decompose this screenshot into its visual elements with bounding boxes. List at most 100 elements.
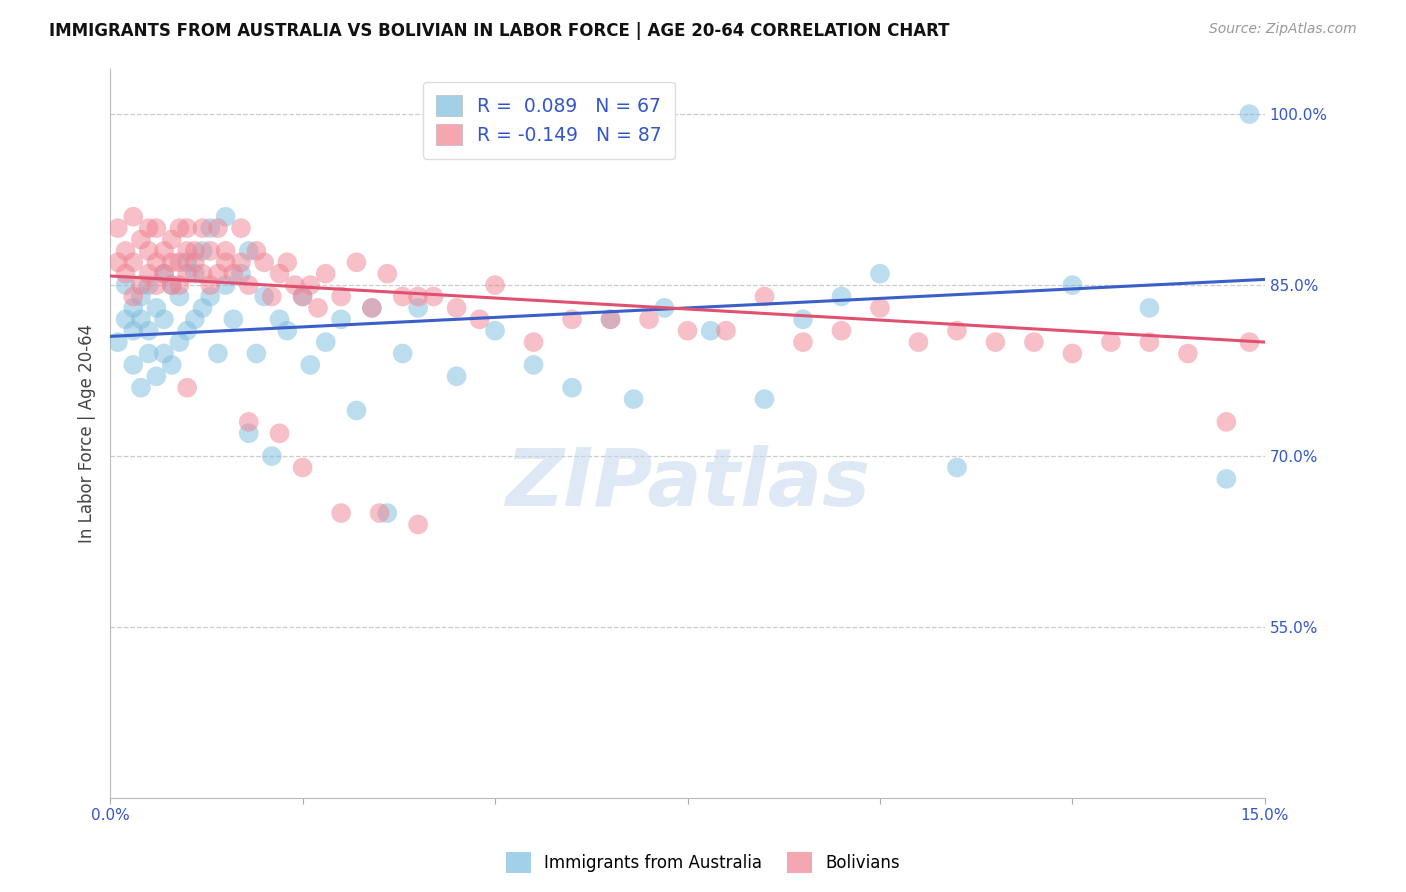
Point: [368, 506, 391, 520]
Point: [200, 289, 222, 303]
Point: [153, 346, 176, 360]
Point: [307, 301, 329, 315]
Point: [129, 312, 152, 326]
Point: [315, 335, 337, 350]
Point: [214, 244, 236, 258]
Point: [191, 301, 214, 315]
Point: [260, 289, 283, 303]
Point: [238, 244, 260, 258]
Point: [145, 369, 167, 384]
Point: [946, 460, 969, 475]
Point: [468, 312, 491, 326]
Point: [253, 255, 276, 269]
Point: [229, 267, 252, 281]
Point: [406, 301, 429, 315]
Point: [269, 312, 291, 326]
Point: [229, 255, 252, 269]
Point: [176, 255, 198, 269]
Point: [375, 267, 398, 281]
Point: [169, 278, 191, 293]
Point: [200, 244, 222, 258]
Point: [245, 346, 267, 360]
Point: [484, 278, 506, 293]
Point: [145, 255, 167, 269]
Point: [238, 278, 260, 293]
Point: [830, 289, 852, 303]
Point: [1239, 335, 1261, 350]
Point: [406, 517, 429, 532]
Point: [169, 335, 191, 350]
Point: [375, 506, 398, 520]
Point: [276, 324, 298, 338]
Point: [361, 301, 384, 315]
Point: [176, 244, 198, 258]
Point: [176, 324, 198, 338]
Point: [638, 312, 661, 326]
Point: [792, 335, 814, 350]
Point: [122, 324, 145, 338]
Point: [330, 312, 353, 326]
Point: [1215, 472, 1237, 486]
Point: [122, 210, 145, 224]
Point: [160, 358, 183, 372]
Point: [346, 255, 368, 269]
Point: [245, 244, 267, 258]
Legend: R =  0.089   N = 67, R = -0.149   N = 87: R = 0.089 N = 67, R = -0.149 N = 87: [423, 81, 675, 159]
Point: [946, 324, 969, 338]
Point: [107, 255, 129, 269]
Point: [107, 335, 129, 350]
Point: [153, 267, 176, 281]
Point: [176, 221, 198, 235]
Point: [869, 267, 891, 281]
Point: [299, 278, 322, 293]
Point: [561, 312, 583, 326]
Point: [160, 278, 183, 293]
Point: [184, 267, 207, 281]
Point: [200, 278, 222, 293]
Point: [446, 301, 468, 315]
Point: [238, 415, 260, 429]
Point: [169, 221, 191, 235]
Point: [138, 346, 160, 360]
Point: [522, 335, 544, 350]
Point: [869, 301, 891, 315]
Point: [907, 335, 929, 350]
Point: [754, 392, 776, 406]
Point: [269, 267, 291, 281]
Point: [315, 267, 337, 281]
Point: [153, 244, 176, 258]
Point: [623, 392, 645, 406]
Point: [422, 289, 444, 303]
Point: [122, 358, 145, 372]
Point: [269, 426, 291, 441]
Point: [330, 289, 353, 303]
Point: [346, 403, 368, 417]
Point: [222, 312, 245, 326]
Point: [138, 278, 160, 293]
Point: [129, 233, 152, 247]
Point: [699, 324, 721, 338]
Point: [260, 449, 283, 463]
Point: [138, 324, 160, 338]
Y-axis label: In Labor Force | Age 20-64: In Labor Force | Age 20-64: [79, 324, 96, 543]
Point: [446, 369, 468, 384]
Point: [330, 506, 353, 520]
Point: [138, 244, 160, 258]
Point: [153, 267, 176, 281]
Point: [191, 244, 214, 258]
Point: [114, 312, 136, 326]
Point: [1099, 335, 1122, 350]
Point: [238, 426, 260, 441]
Point: [145, 221, 167, 235]
Point: [291, 460, 314, 475]
Point: [169, 255, 191, 269]
Point: [599, 312, 621, 326]
Point: [207, 267, 229, 281]
Point: [122, 289, 145, 303]
Point: [184, 312, 207, 326]
Point: [291, 289, 314, 303]
Point: [129, 278, 152, 293]
Point: [299, 358, 322, 372]
Point: [484, 324, 506, 338]
Point: [214, 255, 236, 269]
